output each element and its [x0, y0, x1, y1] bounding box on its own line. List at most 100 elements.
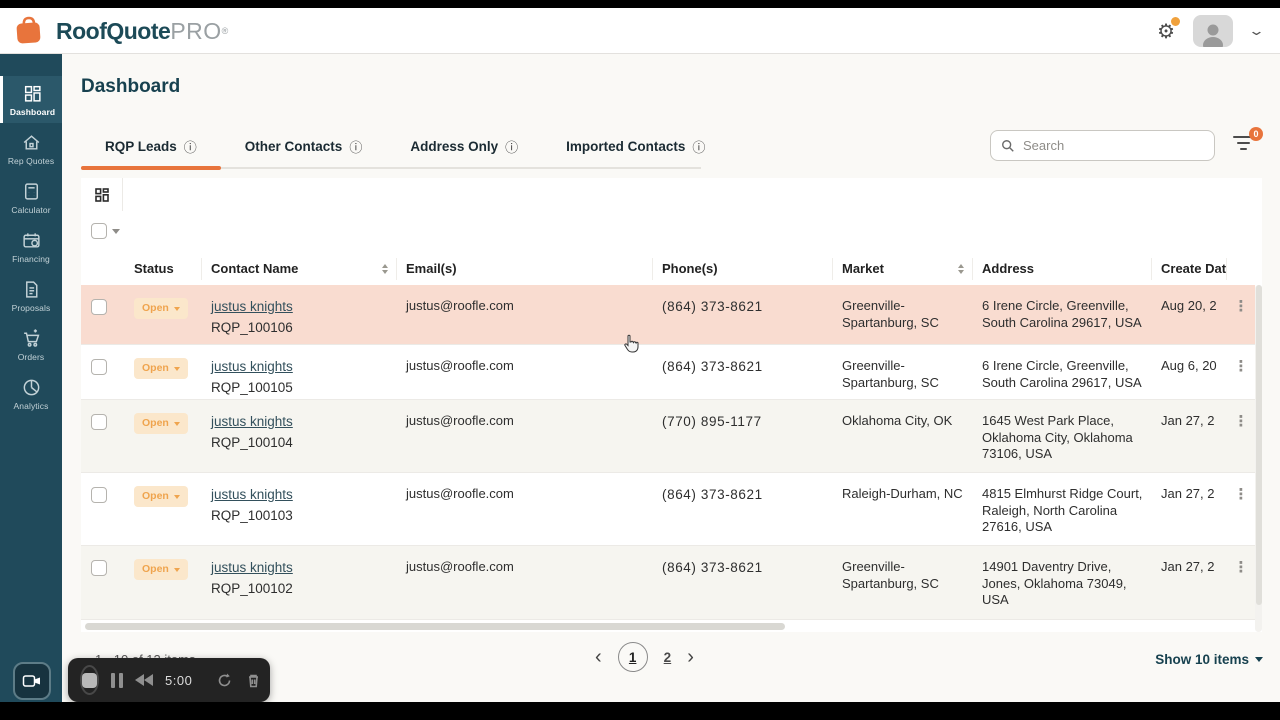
video-camera-icon	[22, 675, 40, 687]
info-icon[interactable]: ⓘ	[349, 140, 363, 155]
rewind-button[interactable]	[135, 674, 153, 686]
tab-imported-contacts[interactable]: Imported Contacts ⓘ	[542, 129, 729, 167]
sidebar-item-rep-quotes[interactable]: Rep Quotes	[0, 125, 62, 172]
roofle-bag-icon	[16, 16, 41, 43]
sort-icon[interactable]	[382, 263, 388, 274]
info-icon[interactable]: ⓘ	[183, 140, 197, 155]
email-cell: justus@roofle.com	[406, 413, 514, 428]
account-chevron-down-icon[interactable]: ⌄	[1247, 23, 1266, 38]
select-all-checkbox[interactable]	[91, 223, 107, 239]
stop-recording-button[interactable]	[80, 665, 99, 695]
cart-icon	[23, 329, 39, 347]
table-body: Open justus knights RQP_100106 justus@ro…	[81, 285, 1255, 620]
search-box	[990, 130, 1215, 161]
restart-recording-button[interactable]	[216, 672, 233, 689]
market-cell: Oklahoma City, OK	[842, 413, 953, 428]
row-actions-kebab-icon[interactable]: ⋮	[1233, 298, 1249, 315]
settings-gear-icon[interactable]: ⚙	[1157, 16, 1181, 44]
show-items-dropdown[interactable]: Show 10 items	[1155, 652, 1263, 667]
market-cell: Greenville-Spartanburg, SC	[842, 559, 939, 591]
sidebar-item-proposals[interactable]: Proposals	[0, 272, 62, 319]
table-row[interactable]: Open justus knights RQP_100103 justus@ro…	[81, 473, 1255, 546]
address-cell: 6 Irene Circle, Greenville, South Caroli…	[982, 358, 1142, 390]
sidebar-label: Orders	[17, 352, 45, 362]
column-header-email: Email(s)	[397, 257, 653, 280]
next-page-chevron-icon[interactable]: ›	[687, 646, 694, 668]
table-row[interactable]: Open justus knights RQP_100106 justus@ro…	[81, 285, 1255, 345]
tab-rqp-leads[interactable]: RQP Leads ⓘ	[81, 129, 221, 170]
contact-name-link[interactable]: justus knights	[211, 560, 293, 575]
email-cell: justus@roofle.com	[406, 559, 514, 574]
sidebar-item-dashboard[interactable]: Dashboard	[0, 76, 62, 123]
prev-page-chevron-icon[interactable]: ‹	[595, 646, 602, 668]
row-checkbox[interactable]	[91, 560, 107, 576]
leads-table-card: Status Contact Name Email(s) Phone(s) Ma…	[81, 178, 1262, 632]
status-badge[interactable]: Open	[134, 358, 188, 380]
row-actions-kebab-icon[interactable]: ⋮	[1233, 559, 1249, 576]
status-badge[interactable]: Open	[134, 559, 188, 581]
grid-view-icon	[94, 187, 109, 202]
row-actions-kebab-icon[interactable]: ⋮	[1233, 413, 1249, 430]
brand-text: RoofQuotePRO®	[56, 17, 228, 44]
select-all-control[interactable]	[91, 223, 120, 239]
market-cell: Raleigh-Durham, NC	[842, 486, 963, 501]
logo[interactable]: RoofQuotePRO®	[14, 15, 228, 47]
sidebar-label: Financing	[12, 254, 50, 264]
table-horizontal-scrollbar[interactable]	[85, 623, 785, 630]
status-badge[interactable]: Open	[134, 298, 188, 320]
filter-lines-icon	[1230, 135, 1256, 150]
row-actions-kebab-icon[interactable]: ⋮	[1233, 358, 1249, 375]
pause-recording-button[interactable]	[111, 672, 123, 688]
filter-count-badge: 0	[1249, 127, 1263, 141]
recorder-camera-button[interactable]	[13, 662, 51, 700]
page-2-button[interactable]: 2	[663, 649, 672, 665]
status-badge[interactable]: Open	[134, 413, 188, 435]
sidebar-label: Proposals	[11, 303, 51, 313]
phone-cell: (864) 373-8621	[662, 560, 763, 575]
table-vertical-scrollbar[interactable]	[1255, 285, 1262, 632]
pagination: ‹ 1 2 ›	[595, 642, 694, 672]
table-row[interactable]: Open justus knights RQP_100102 justus@ro…	[81, 546, 1255, 620]
row-actions-kebab-icon[interactable]: ⋮	[1233, 486, 1249, 503]
info-icon[interactable]: ⓘ	[692, 140, 706, 155]
status-caret-icon	[173, 494, 180, 499]
info-icon[interactable]: ⓘ	[505, 140, 519, 155]
column-header-contact-name[interactable]: Contact Name	[202, 257, 397, 280]
sidebar-item-orders[interactable]: Orders	[0, 321, 62, 368]
row-checkbox[interactable]	[91, 299, 107, 315]
contact-name-link[interactable]: justus knights	[211, 359, 293, 374]
user-avatar[interactable]	[1193, 15, 1234, 47]
sidebar-item-analytics[interactable]: Analytics	[0, 370, 62, 417]
sidebar-item-financing[interactable]: Financing	[0, 223, 62, 270]
contact-name-link[interactable]: justus knights	[211, 487, 293, 502]
row-checkbox[interactable]	[91, 359, 107, 375]
header-checkbox-spacer	[81, 258, 125, 280]
tab-address-only[interactable]: Address Only ⓘ	[386, 129, 542, 167]
sidebar-item-calculator[interactable]: Calculator	[0, 174, 62, 221]
financing-calendar-icon	[22, 233, 40, 248]
lead-id: RQP_100106	[211, 319, 293, 335]
table-row[interactable]: Open justus knights RQP_100105 justus@ro…	[81, 345, 1255, 400]
select-all-caret-icon[interactable]	[112, 228, 120, 234]
sort-icon[interactable]	[958, 263, 964, 274]
status-badge[interactable]: Open	[134, 486, 188, 508]
column-header-market[interactable]: Market	[833, 257, 973, 280]
market-cell: Greenville-Spartanburg, SC	[842, 298, 939, 330]
search-input[interactable]	[1023, 138, 1193, 153]
contact-name-link[interactable]: justus knights	[211, 299, 293, 314]
table-view-grid-button[interactable]	[81, 178, 123, 211]
tab-other-contacts[interactable]: Other Contacts ⓘ	[221, 129, 387, 167]
filter-button[interactable]: 0	[1230, 127, 1263, 158]
row-checkbox[interactable]	[91, 414, 107, 430]
contact-name-link[interactable]: justus knights	[211, 414, 293, 429]
tab-label: Imported Contacts	[566, 139, 686, 154]
show-items-caret-icon	[1255, 657, 1263, 662]
row-checkbox[interactable]	[91, 487, 107, 503]
page-1-button[interactable]: 1	[617, 642, 648, 672]
delete-recording-button[interactable]	[245, 672, 262, 689]
screen-recorder-toolbar: 5:00	[68, 658, 270, 702]
phone-cell: (864) 373-8621	[662, 299, 763, 314]
bottom-window-bar	[0, 702, 1280, 720]
table-row[interactable]: Open justus knights RQP_100104 justus@ro…	[81, 400, 1255, 473]
column-header-address: Address	[973, 257, 1152, 280]
